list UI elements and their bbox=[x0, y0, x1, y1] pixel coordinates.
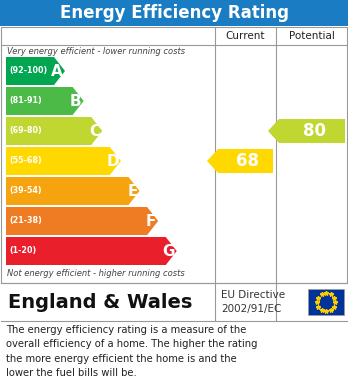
Text: Current: Current bbox=[226, 31, 265, 41]
Text: (69-80): (69-80) bbox=[9, 127, 42, 136]
Text: 68: 68 bbox=[236, 152, 259, 170]
Text: E: E bbox=[127, 183, 137, 199]
FancyBboxPatch shape bbox=[0, 0, 348, 26]
Text: D: D bbox=[106, 154, 119, 169]
Text: England & Wales: England & Wales bbox=[8, 292, 192, 312]
Text: (92-100): (92-100) bbox=[9, 66, 47, 75]
Polygon shape bbox=[6, 207, 158, 235]
Polygon shape bbox=[268, 119, 345, 143]
Polygon shape bbox=[6, 57, 65, 85]
Polygon shape bbox=[6, 177, 140, 205]
Text: Very energy efficient - lower running costs: Very energy efficient - lower running co… bbox=[7, 47, 185, 56]
Text: A: A bbox=[51, 63, 63, 79]
Text: (1-20): (1-20) bbox=[9, 246, 36, 255]
Text: G: G bbox=[162, 244, 175, 258]
Text: EU Directive
2002/91/EC: EU Directive 2002/91/EC bbox=[221, 291, 285, 314]
Text: The energy efficiency rating is a measure of the
overall efficiency of a home. T: The energy efficiency rating is a measur… bbox=[6, 325, 258, 378]
Polygon shape bbox=[6, 117, 102, 145]
Text: (21-38): (21-38) bbox=[9, 217, 42, 226]
Text: 80: 80 bbox=[302, 122, 325, 140]
Polygon shape bbox=[207, 149, 273, 173]
Bar bbox=[1, 27, 347, 283]
Polygon shape bbox=[6, 237, 177, 265]
Polygon shape bbox=[6, 147, 121, 175]
Text: Not energy efficient - higher running costs: Not energy efficient - higher running co… bbox=[7, 269, 185, 278]
Text: B: B bbox=[70, 93, 82, 108]
Text: C: C bbox=[89, 124, 100, 138]
Text: Potential: Potential bbox=[289, 31, 335, 41]
Polygon shape bbox=[6, 87, 84, 115]
Text: F: F bbox=[146, 213, 156, 228]
Text: (81-91): (81-91) bbox=[9, 97, 42, 106]
Text: (55-68): (55-68) bbox=[9, 156, 42, 165]
Bar bbox=[308, 289, 344, 315]
Text: Energy Efficiency Rating: Energy Efficiency Rating bbox=[60, 4, 288, 22]
Text: (39-54): (39-54) bbox=[9, 187, 42, 196]
